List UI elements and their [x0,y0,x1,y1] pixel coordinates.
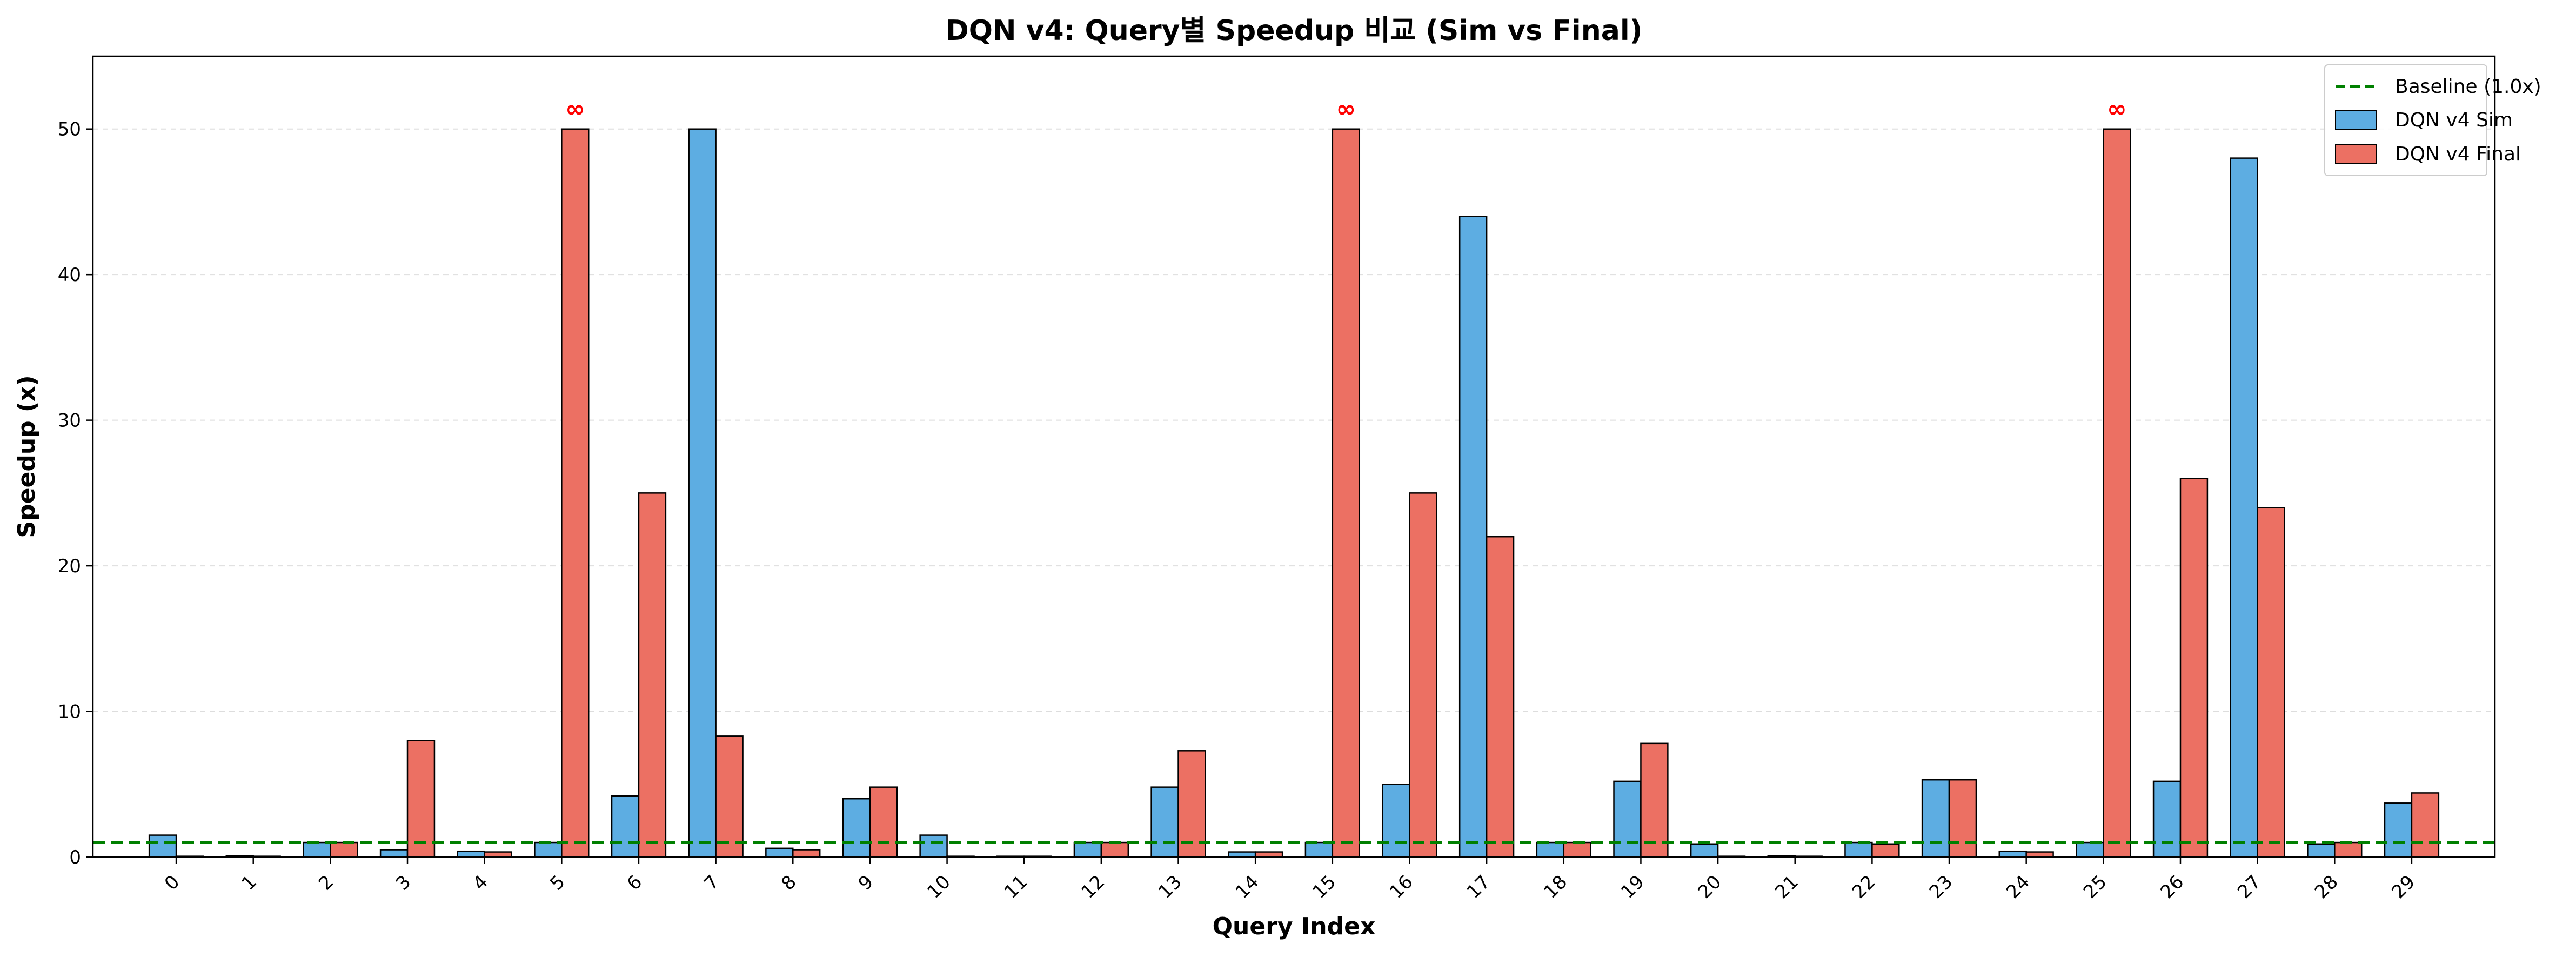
bar-sim [303,841,331,858]
bar-sim [379,849,409,858]
chart-title: DQN v4: Query별 Speedup 비교 (Sim vs Final) [946,15,1643,47]
bar-sim [534,841,563,858]
legend-baseline-label: Baseline (1.0x) [2395,76,2541,98]
bar-sim [148,834,177,858]
bar-final [792,849,821,858]
bar-sim [1458,216,1488,858]
bar-sim [1690,843,1719,858]
legend: Baseline (1.0x) DQN v4 Sim DQN v4 Final [2324,64,2541,176]
plot-frame [92,55,2496,858]
bar-final [1948,779,1977,858]
bar-final [484,851,512,858]
bar-sim [1382,784,1410,858]
bar-sim [2384,802,2413,858]
legend-final-label: DQN v4 Final [2395,143,2521,165]
bar-final [1177,750,1206,858]
x-axis-title: Query Index [1213,913,1376,940]
bar-final [1871,843,1900,858]
bar-final [561,128,590,858]
bar-final [2179,478,2209,858]
bar-sim [1073,841,1102,858]
y-tick-label: 0 [69,847,81,868]
bar-sim [2307,843,2336,858]
bar-sim [842,798,871,858]
bar-final [1486,536,1515,858]
y-tick-label: 50 [58,119,81,140]
y-axis-title: Speedup (x) [13,375,41,538]
bar-final [1100,841,1129,858]
bar-final [1640,742,1669,858]
bar-final [2257,507,2285,858]
bar-sim [1998,850,2027,858]
legend-final-swatch [2335,144,2377,164]
bar-sim [1304,841,1334,858]
bar-sim [2076,841,2104,858]
bar-final [2411,792,2440,858]
bar-sim [688,128,717,858]
y-tick-label: 30 [58,410,81,432]
legend-sim-swatch [2335,110,2377,130]
bar-sim [1227,851,1256,858]
bar-sim [2230,157,2258,858]
bar-final [1254,851,1283,858]
bar-sim [1844,841,1873,858]
bar-final [1332,128,1361,858]
bar-final [715,735,744,858]
bar-final [2334,841,2363,858]
bar-sim [611,795,640,858]
bar-sim [1150,786,1179,858]
bar-final [1563,841,1591,858]
y-tick-label: 20 [58,556,81,577]
bar-sim [1613,780,1642,858]
bar-sim [457,850,485,858]
bar-final [1409,492,1437,858]
legend-sim-label: DQN v4 Sim [2395,109,2513,131]
bars [148,128,2440,858]
bar-sim [2152,780,2182,858]
bar-final [2103,128,2131,858]
annotations: ∞ ∞ ∞ [565,96,2127,123]
bar-sim [1536,841,1565,858]
bar-final [2025,851,2054,858]
infinity-annotation: ∞ [565,96,585,123]
infinity-annotation: ∞ [1336,96,1356,123]
infinity-annotation: ∞ [2107,96,2127,123]
bar-final [406,740,436,858]
bar-final [330,841,358,858]
bar-sim [765,847,794,858]
y-tick-label: 10 [58,701,81,723]
bar-final [869,786,898,858]
bar-final [638,492,667,858]
y-tick-label: 40 [58,264,81,286]
grid-lines [93,128,2495,712]
bar-sim [919,834,948,858]
bar-sim [1921,779,1950,858]
